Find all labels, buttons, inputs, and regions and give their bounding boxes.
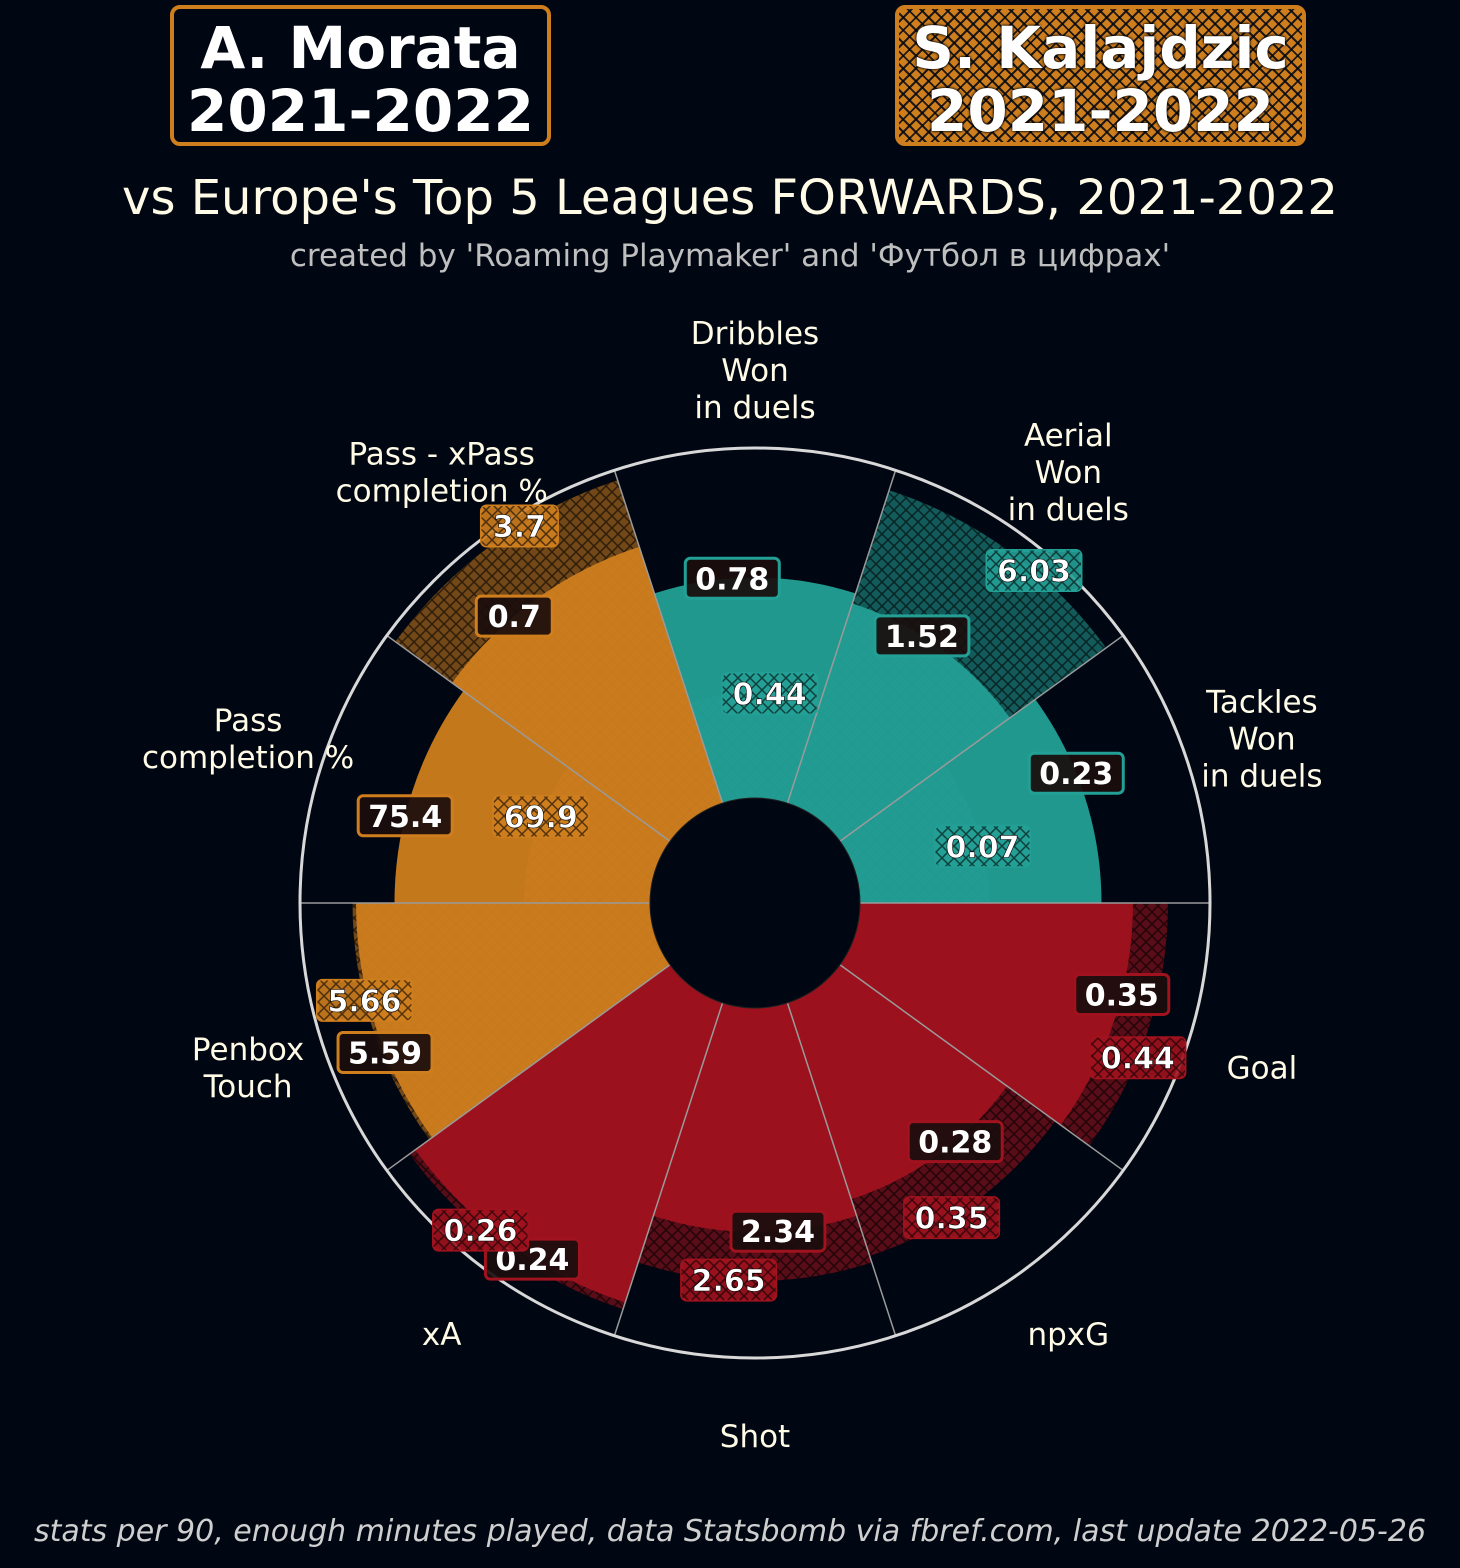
category-label-3: Goal <box>1227 1051 1298 1087</box>
svg-text:0.44: 0.44 <box>1101 1042 1175 1077</box>
value-label-b-9: 3.7 <box>479 504 559 548</box>
svg-text:2.34: 2.34 <box>741 1215 815 1250</box>
separator-0 <box>613 470 724 804</box>
chart-title: vs Europe's Top 5 Leagues FORWARDS, 2021… <box>122 170 1338 226</box>
slice-a-1 <box>787 603 1010 842</box>
category-label-4: npxG <box>1027 1317 1109 1353</box>
svg-text:1.52: 1.52 <box>885 620 959 655</box>
value-label-a-2: 0.23 <box>1027 751 1125 795</box>
slice-a-7 <box>356 903 671 1138</box>
svg-text:0.7: 0.7 <box>488 600 541 635</box>
outer-ring <box>298 446 1212 1360</box>
value-label-a-4: 0.28 <box>906 1120 1004 1164</box>
category-labels: Dribbles Won in duels Aerial Won in duels Tack… <box>142 316 1323 1455</box>
value-label-b-4: 0.35 <box>903 1196 1001 1240</box>
value-label-b-1: 6.03 <box>985 549 1083 593</box>
player-b-legend-box: S. Kalajdzic 2021-2022 <box>895 5 1306 146</box>
slice-a-3 <box>839 903 1134 1126</box>
value-label-a-5: 2.34 <box>729 1209 827 1253</box>
svg-text:0.35: 0.35 <box>915 1202 989 1237</box>
value-label-b-5: 2.65 <box>680 1258 778 1302</box>
value-label-b-7: 5.66 <box>315 978 413 1022</box>
svg-text:3.7: 3.7 <box>493 510 546 545</box>
footer-note: stats per 90, enough minutes played, dat… <box>33 1514 1427 1549</box>
player-a-name: A. Morata <box>200 14 521 82</box>
value-label-a-0: 0.78 <box>683 556 781 600</box>
center-hole <box>649 797 861 1009</box>
svg-text:0.35: 0.35 <box>1085 978 1159 1013</box>
player-a-season: 2021-2022 <box>187 77 534 145</box>
separator-6 <box>613 1002 724 1336</box>
svg-text:2.65: 2.65 <box>692 1264 766 1299</box>
separator-9 <box>386 634 671 842</box>
svg-text:0.44: 0.44 <box>733 678 807 713</box>
player-b-name: S. Kalajdzic <box>912 14 1289 82</box>
separator-4 <box>839 964 1124 1172</box>
chart-subtitle: created by 'Roaming Playmaker' and 'Футб… <box>289 238 1171 274</box>
value-label-a-1: 1.52 <box>873 614 971 658</box>
category-label-7: Penbox Touch <box>192 1032 304 1105</box>
svg-text:5.59: 5.59 <box>348 1036 422 1071</box>
value-label-b-3: 0.44 <box>1089 1036 1187 1080</box>
value-label-b-8: 69.9 <box>492 794 590 838</box>
value-labels: 0.78 0.44 1.52 6.03 0.23 0.07 0.35 0.44 0.28 0.35… <box>315 504 1187 1302</box>
category-label-9: Pass - xPass completion % <box>336 436 548 509</box>
value-label-b-0: 0.44 <box>721 672 819 716</box>
separator-7 <box>386 964 671 1172</box>
category-label-5: Shot <box>720 1419 790 1455</box>
svg-text:75.4: 75.4 <box>368 800 442 835</box>
separator-2 <box>839 634 1124 842</box>
category-label-1: Aerial Won in duels <box>1008 418 1129 528</box>
value-label-b-2: 0.07 <box>934 824 1032 868</box>
value-label-a-3: 0.35 <box>1073 972 1171 1016</box>
svg-text:0.78: 0.78 <box>695 562 769 597</box>
svg-text:0.07: 0.07 <box>946 830 1020 865</box>
svg-text:0.23: 0.23 <box>1039 757 1113 792</box>
category-label-0: Dribbles Won in duels <box>691 316 819 426</box>
category-label-8: Pass completion % <box>142 703 354 776</box>
value-label-a-9: 0.7 <box>474 594 554 638</box>
svg-text:6.03: 6.03 <box>997 555 1071 590</box>
value-label-a-7: 5.59 <box>336 1030 434 1074</box>
svg-text:5.66: 5.66 <box>327 984 401 1019</box>
chart-frame <box>298 446 1212 1360</box>
player-b-season: 2021-2022 <box>927 77 1274 145</box>
slice-a-2 <box>839 699 1102 903</box>
value-label-a-8: 75.4 <box>356 794 454 838</box>
category-label-6: xA <box>422 1317 462 1353</box>
svg-text:0.26: 0.26 <box>444 1214 518 1249</box>
separator-5 <box>786 1002 897 1336</box>
svg-text:0.28: 0.28 <box>918 1126 992 1161</box>
separator-1 <box>786 470 897 804</box>
player-a-legend-box: A. Morata 2021-2022 <box>170 5 551 146</box>
svg-text:69.9: 69.9 <box>504 800 578 835</box>
category-label-2: Tackles Won in duels <box>1201 684 1322 794</box>
value-label-b-6: 0.26 <box>432 1208 530 1252</box>
